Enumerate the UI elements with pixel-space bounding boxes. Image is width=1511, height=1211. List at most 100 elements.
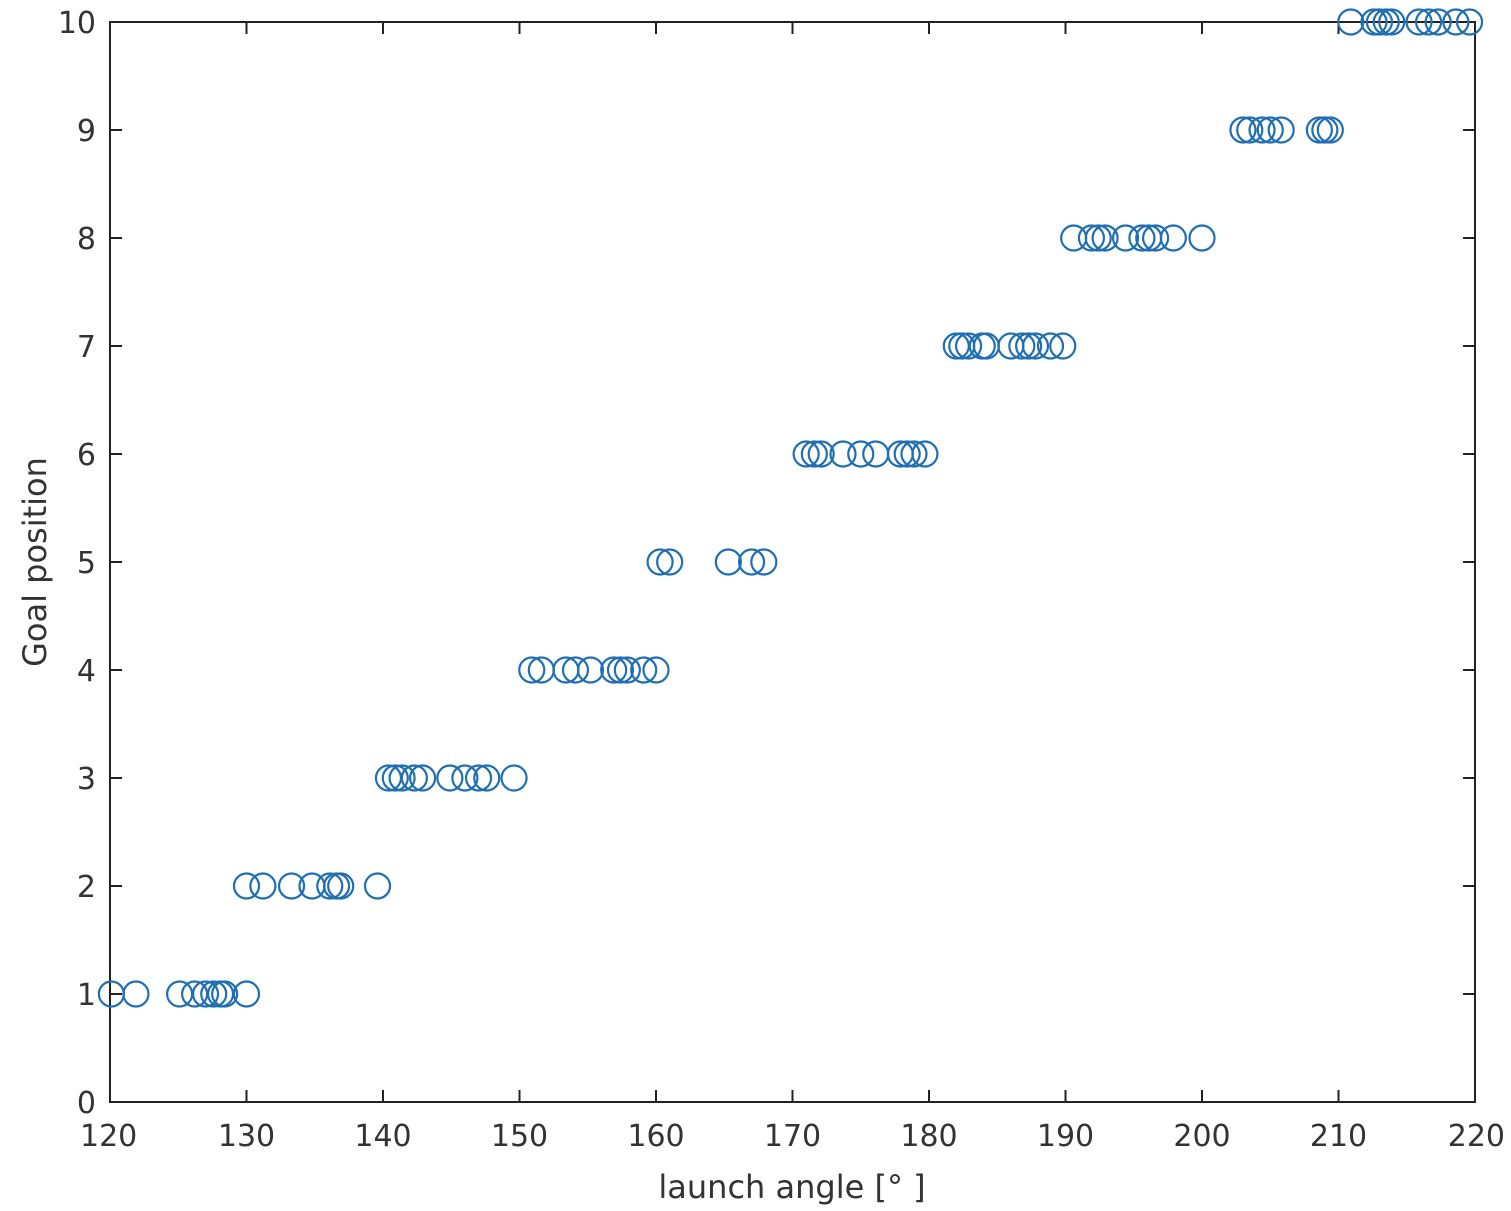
data-point [1365,8,1394,36]
y-tick-label: 1 [77,978,96,1013]
y-tick-label: 4 [77,654,96,689]
x-tick-label: 180 [900,1119,957,1154]
data-point [1455,8,1484,36]
y-tick-label: 6 [77,438,96,473]
y-tick-label: 7 [77,330,96,365]
data-point [1316,116,1344,144]
data-point [408,764,437,792]
data-points [97,8,1484,1008]
data-point [1405,8,1433,36]
data-point [1091,224,1119,252]
data-point [1442,8,1470,36]
data-point [561,656,590,684]
data-point [1077,224,1106,252]
x-tick-label: 210 [1310,1119,1367,1154]
data-point [1256,116,1284,144]
x-tick-label: 220 [1448,1119,1505,1154]
data-point [1360,8,1388,36]
x-tick-labels: 120 130 140 150 160 170 180 190 200 210 220 [80,1119,1505,1154]
data-point [191,980,220,1008]
data-point [473,764,501,792]
axis-ticks [109,21,1476,1103]
x-tick-label: 170 [764,1119,821,1154]
data-point [1036,332,1065,360]
y-tick-label: 5 [77,546,96,581]
data-point [1229,116,1257,144]
data-point [829,440,857,468]
x-tick-label: 120 [80,1119,137,1154]
data-point [200,980,228,1008]
data-point [1414,8,1443,36]
data-point [464,764,493,792]
data-point [277,872,306,900]
plot-area [109,21,1476,1103]
data-point [613,656,641,684]
data-point [436,764,464,792]
data-point [642,656,670,684]
data-point [1159,224,1187,252]
data-point [249,872,277,900]
data-point [737,548,766,576]
data-point [847,440,875,468]
data-point [1305,116,1333,144]
data-point [911,440,939,468]
data-point [1111,224,1140,252]
data-point [327,872,355,900]
x-tick-label: 160 [627,1119,684,1154]
y-tick-labels: 0 1 2 3 4 5 6 7 8 9 10 [58,6,96,1121]
data-point [800,440,828,468]
data-point [232,980,261,1008]
y-tick-label: 9 [77,114,96,149]
data-point [1188,224,1216,252]
data-point [1372,8,1400,36]
x-axis-label: launch angle [° ] [658,1168,925,1206]
data-point [1141,224,1170,252]
data-point [792,440,820,468]
data-point [316,872,344,900]
data-point [388,764,416,792]
y-tick-label: 2 [77,870,96,905]
data-point [211,980,239,1008]
data-point [630,656,658,684]
data-point [1128,224,1156,252]
data-point [1021,332,1050,360]
data-point [893,440,921,468]
data-point [451,764,479,792]
data-point [1248,116,1276,144]
y-axis-label: Goal position [16,457,54,667]
data-point [363,872,392,900]
data-point [1084,224,1112,252]
data-point [1008,332,1036,360]
data-point [714,548,742,576]
data-point [232,872,261,900]
data-point [646,548,674,576]
data-point [1049,332,1077,360]
data-point [606,656,635,684]
data-point [1015,332,1043,360]
data-point [807,440,835,468]
x-tick-label: 200 [1173,1119,1230,1154]
x-tick-label: 190 [1037,1119,1094,1154]
data-point [1424,8,1452,36]
data-point [381,764,409,792]
y-tick-label: 0 [77,1086,96,1121]
data-point [1378,8,1406,36]
data-point [900,440,928,468]
data-point [1267,116,1295,144]
data-point [750,548,778,576]
data-point [1236,116,1264,144]
data-point [1337,8,1365,36]
data-point [576,656,605,684]
x-tick-label: 130 [218,1119,275,1154]
y-tick-label: 10 [58,6,96,41]
y-tick-label: 3 [77,762,96,797]
x-tick-label: 140 [354,1119,411,1154]
data-point [656,548,684,576]
data-point [500,764,528,792]
x-tick-label: 150 [491,1119,548,1154]
data-point [400,764,428,792]
y-tick-label: 8 [77,222,96,257]
data-point [1311,116,1339,144]
data-point [954,332,983,360]
